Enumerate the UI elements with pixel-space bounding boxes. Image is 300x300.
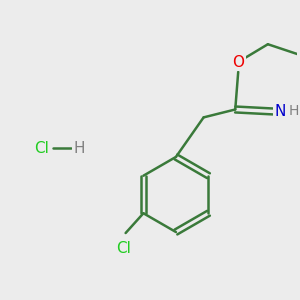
Text: H: H bbox=[289, 104, 299, 118]
Text: N: N bbox=[275, 104, 286, 119]
Text: Cl: Cl bbox=[116, 241, 131, 256]
Text: H: H bbox=[73, 140, 85, 155]
Text: O: O bbox=[232, 55, 244, 70]
Text: Cl: Cl bbox=[34, 140, 49, 155]
